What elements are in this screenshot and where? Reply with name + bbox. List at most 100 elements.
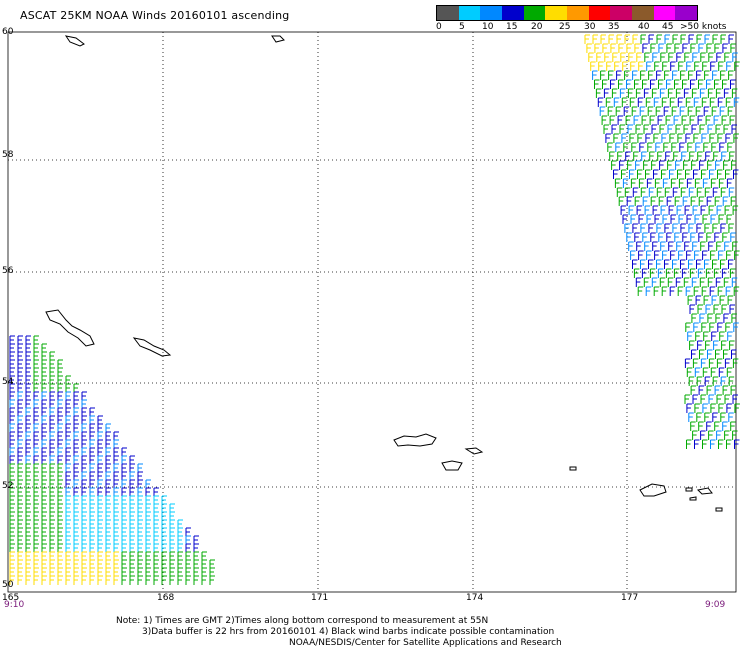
wind-barb	[682, 43, 688, 53]
wind-barb	[654, 61, 660, 71]
wind-barb	[643, 277, 650, 287]
wind-barb	[696, 412, 702, 422]
wind-barb	[703, 331, 709, 341]
wind-barb	[705, 340, 711, 350]
wind-barb	[676, 241, 682, 251]
wind-barb	[724, 358, 731, 368]
wind-barb	[717, 97, 724, 107]
wind-barb	[707, 277, 714, 287]
wind-barb	[632, 70, 638, 80]
wind-barb	[626, 79, 632, 89]
wind-barb	[641, 268, 648, 278]
wind-barb	[712, 34, 718, 44]
wind-barb	[720, 34, 726, 44]
wind-barb	[715, 313, 721, 323]
wind-barb	[617, 115, 624, 125]
wind-barb	[733, 322, 739, 332]
wind-barb	[726, 439, 732, 449]
wind-barb	[689, 304, 695, 314]
wind-barb	[655, 106, 662, 116]
wind-barb	[664, 223, 670, 233]
wind-barb	[642, 79, 648, 89]
wind-barb	[712, 70, 718, 80]
wind-barb	[734, 61, 740, 71]
wind-barb	[720, 412, 726, 422]
wind-barb	[708, 52, 714, 62]
wind-barb	[666, 43, 672, 53]
map-border	[7, 31, 737, 593]
wind-barb	[691, 88, 698, 98]
wind-barb	[704, 223, 710, 233]
map-title: ASCAT 25KM NOAA Winds 20160101 ascending	[20, 9, 290, 22]
wind-barb	[732, 205, 739, 215]
wind-barb	[730, 196, 737, 206]
wind-barb	[702, 214, 708, 224]
wind-barb	[614, 178, 621, 188]
wind-barb	[726, 367, 733, 377]
wind-barb	[678, 250, 684, 260]
wind-barb	[658, 43, 664, 53]
wind-speed-scale-labels: 0 5 10 15 20 25 30 35 40 45 >50 knots	[432, 22, 732, 34]
wind-barb	[177, 575, 183, 585]
wind-barb	[727, 331, 733, 341]
wind-barb	[670, 178, 677, 188]
wind-barb	[628, 205, 635, 215]
wind-barb	[648, 187, 655, 197]
scale-label: 45	[662, 22, 674, 32]
wind-barb	[687, 106, 694, 116]
wind-barb	[674, 43, 680, 53]
lat-label-50: 50	[2, 580, 14, 590]
wind-barb	[706, 232, 712, 242]
wind-barb	[663, 142, 669, 152]
wind-barb	[637, 133, 643, 143]
wind-barb	[620, 52, 626, 62]
coastlines	[45, 35, 723, 512]
wind-barb	[688, 412, 694, 422]
wind-barb	[590, 61, 596, 71]
wind-barb	[661, 97, 668, 107]
wind-barb	[677, 169, 683, 179]
wind-barb	[700, 358, 707, 368]
wind-barb	[609, 151, 615, 161]
wind-barb	[668, 52, 674, 62]
wind-barb	[699, 349, 705, 359]
wind-barb	[722, 232, 728, 242]
wind-barb	[670, 61, 676, 71]
wind-barb	[668, 205, 675, 215]
wind-barb	[9, 575, 15, 585]
wind-barb	[634, 43, 640, 53]
wind-barb	[712, 412, 718, 422]
wind-barb	[633, 115, 640, 125]
wind-barb	[688, 259, 694, 269]
wind-barb	[671, 142, 677, 152]
wind-barb	[715, 160, 721, 170]
lat-label-60: 60	[2, 27, 14, 37]
lat-label-52: 52	[2, 481, 14, 491]
wind-barb	[654, 250, 660, 260]
lat-lon-gridlines	[8, 32, 736, 592]
wind-barb	[715, 349, 721, 359]
wind-barb	[649, 268, 656, 278]
wind-barb	[612, 52, 618, 62]
wind-barb	[729, 151, 735, 161]
wind-barb	[641, 151, 647, 161]
wind-barb	[677, 97, 684, 107]
wind-barb	[592, 70, 598, 80]
wind-barb	[729, 115, 736, 125]
wind-barb	[610, 43, 616, 53]
wind-barb	[644, 241, 650, 251]
wind-barb	[731, 313, 737, 323]
wind-barb	[647, 142, 653, 152]
wind-barb	[680, 223, 686, 233]
wind-barb	[683, 277, 690, 287]
wind-barb	[638, 178, 645, 188]
island-coastline	[689, 496, 697, 501]
wind-barb	[618, 79, 624, 89]
wind-barb	[720, 70, 726, 80]
wind-barb	[716, 394, 722, 404]
wind-barb	[631, 106, 638, 116]
wind-barb	[726, 178, 733, 188]
wind-barb	[609, 115, 616, 125]
wind-barb	[613, 97, 620, 107]
scale-swatch	[502, 6, 524, 20]
